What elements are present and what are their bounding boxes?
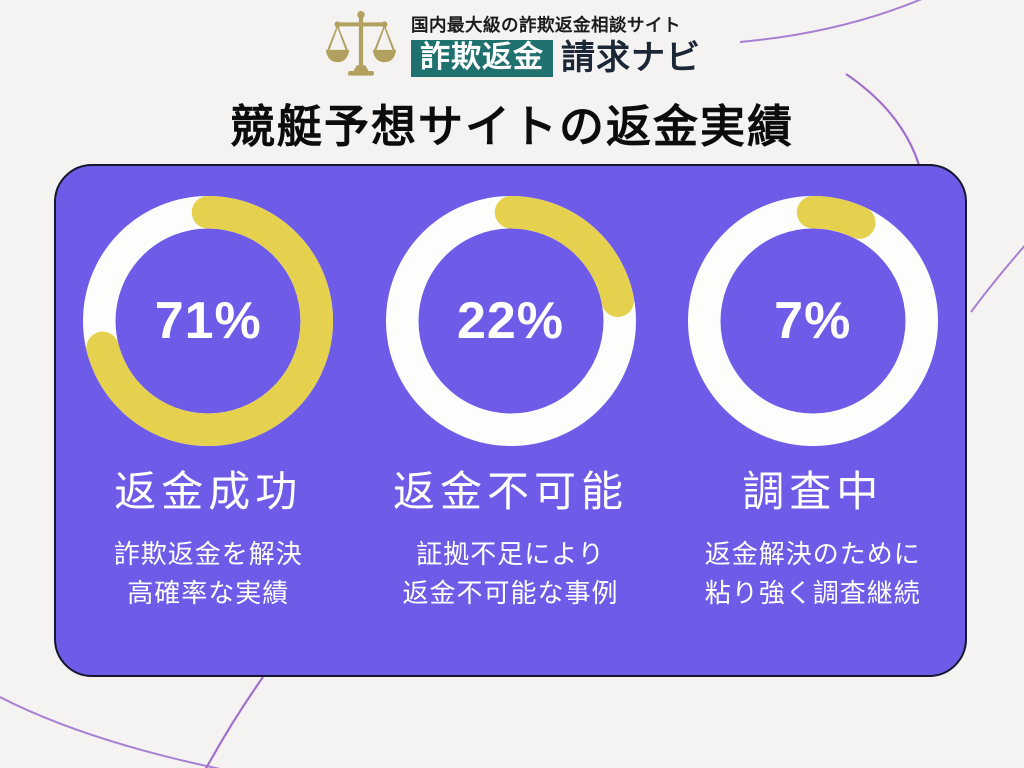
site-header: 国内最大級の詐欺返金相談サイト 詐欺返金 請求ナビ (0, 10, 1024, 78)
stat-description-line2: 返金不可能な事例 (402, 578, 619, 608)
stat-description-line1: 返金解決のために (704, 539, 921, 569)
percentage-value: 22% (456, 292, 565, 350)
logo-brand: 詐欺返金 請求ナビ (411, 39, 701, 77)
stat-label: 返金不可能 (392, 468, 628, 515)
logo-brand-rest: 請求ナビ (561, 39, 701, 77)
stat-label: 返金成功 (114, 468, 303, 515)
stat-description: 詐欺返金を解決 高確率な実績 (114, 535, 303, 613)
donut-chart-under-investigation: 7% (687, 196, 938, 446)
stat-label: 調査中 (742, 468, 884, 515)
stat-description-line1: 証拠不足により (416, 539, 605, 569)
donut-chart-refund-impossible: 22% (385, 196, 636, 446)
percentage-value: 7% (774, 292, 852, 350)
scales-of-justice-icon (323, 10, 399, 78)
stat-refund-success: 71% 返金成功 詐欺返金を解決 高確率な実績 (58, 196, 358, 675)
stat-description-line1: 詐欺返金を解決 (113, 539, 303, 569)
stat-refund-impossible: 22% 返金不可能 証拠不足により 返金不可能な事例 (361, 196, 661, 675)
donut-chart-refund-success: 71% (83, 196, 334, 446)
stat-description: 返金解決のために 粘り強く調査継続 (705, 535, 921, 613)
stat-under-investigation: 7% 調査中 返金解決のために 粘り強く調査継続 (663, 196, 963, 675)
percentage-value: 71% (154, 292, 262, 350)
page-title: 競艇予想サイトの返金実績 (229, 101, 794, 152)
stat-description: 証拠不足により 返金不可能な事例 (402, 535, 618, 613)
logo-text: 国内最大級の詐欺返金相談サイト 詐欺返金 請求ナビ (411, 12, 701, 77)
logo-brand-highlight: 詐欺返金 (411, 39, 553, 77)
stats-panel: 71% 返金成功 詐欺返金を解決 高確率な実績 22% 返金不可能 証拠不足によ… (54, 164, 967, 677)
logo-tagline: 国内最大級の詐欺返金相談サイト (411, 14, 681, 35)
stat-description-line2: 粘り強く調査継続 (704, 578, 921, 608)
stat-description-line2: 高確率な実績 (127, 578, 290, 608)
